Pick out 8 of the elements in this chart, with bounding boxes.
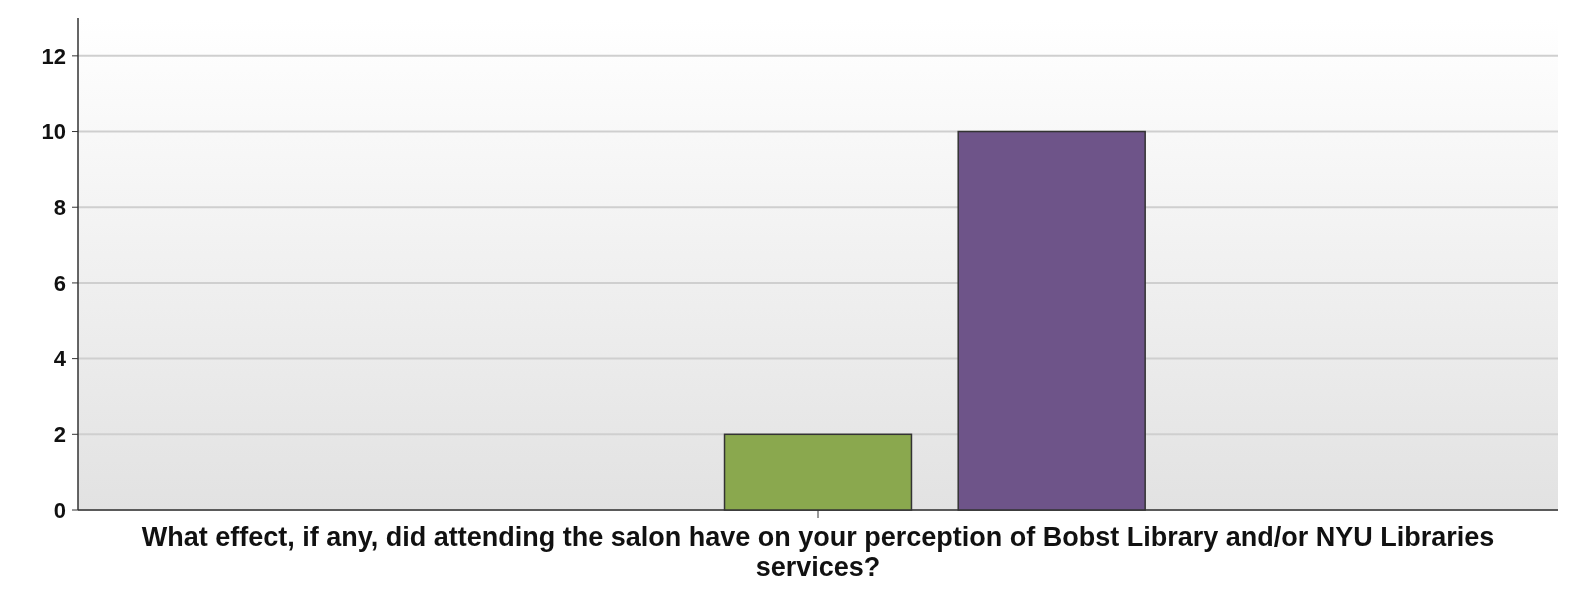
y-tick-label: 4 bbox=[53, 346, 67, 372]
x-axis-title: What effect, if any, did attending the salon have on your perception of Bobst Library and/or NYU Libraries services? bbox=[140, 522, 1496, 582]
y-tick-label: 10 bbox=[41, 119, 66, 145]
y-tick-label: 0 bbox=[53, 497, 66, 523]
y-tick-label: 2 bbox=[53, 422, 66, 448]
y-tick-label: 6 bbox=[53, 270, 66, 296]
y-tick-label: 8 bbox=[53, 194, 66, 220]
y-tick-label: 12 bbox=[41, 43, 66, 69]
